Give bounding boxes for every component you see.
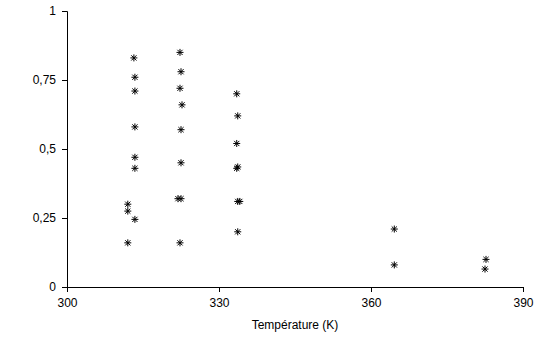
x-tick-label: 300	[57, 296, 77, 310]
points	[124, 49, 489, 273]
point	[131, 216, 138, 223]
point	[482, 266, 489, 273]
y-axis-line	[62, 12, 68, 288]
point	[233, 140, 240, 147]
point	[391, 261, 398, 268]
y-tick-mark	[62, 287, 67, 288]
point	[176, 85, 183, 92]
point	[131, 165, 138, 172]
point	[178, 159, 185, 166]
point	[124, 201, 131, 208]
y-tick-label: 0,75	[33, 73, 57, 87]
x-tick: 330	[209, 287, 229, 310]
point	[178, 68, 185, 75]
x-tick: 300	[57, 287, 77, 310]
x-tick-mark	[523, 287, 524, 292]
point	[131, 154, 138, 161]
y-tick-label: 1	[49, 4, 56, 18]
chart: 300 330 360 390 0 0,25 0,5 0,75 1 Température (K)	[0, 0, 547, 359]
x-tick-label: 390	[513, 296, 533, 310]
y-tick-label: 0	[49, 280, 56, 294]
point	[176, 49, 183, 56]
point	[131, 74, 138, 81]
y-tick-mark	[62, 11, 67, 12]
y-tick-label: 0,25	[33, 211, 57, 225]
point	[236, 198, 243, 205]
point	[234, 112, 241, 119]
point	[131, 123, 138, 130]
point	[178, 195, 185, 202]
point	[483, 256, 490, 263]
y-tick: 1	[49, 4, 67, 18]
point	[124, 239, 131, 246]
x-tick: 390	[513, 287, 533, 310]
x-tick-label: 330	[209, 296, 229, 310]
x-tick: 360	[361, 287, 381, 310]
point	[130, 54, 137, 61]
y-tick: 0,75	[33, 73, 67, 87]
x-axis-title: Température (K)	[252, 318, 339, 332]
point	[233, 165, 240, 172]
y-tick-mark	[62, 218, 67, 219]
x-axis: 300 330 360 390	[57, 287, 533, 310]
point	[234, 228, 241, 235]
y-tick: 0,5	[39, 142, 67, 156]
point	[178, 126, 185, 133]
x-tick-mark	[371, 287, 372, 292]
point	[391, 226, 398, 233]
point	[233, 90, 240, 97]
point	[124, 208, 131, 215]
y-tick: 0,25	[33, 211, 67, 225]
y-tick-mark	[62, 149, 67, 150]
x-axis-line	[68, 288, 524, 293]
x-tick-label: 360	[361, 296, 381, 310]
point	[131, 88, 138, 95]
point	[176, 239, 183, 246]
x-tick-mark	[219, 287, 220, 292]
point	[179, 101, 186, 108]
y-tick-label: 0,5	[39, 142, 56, 156]
y-tick-mark	[62, 80, 67, 81]
y-axis: 0 0,25 0,5 0,75 1	[33, 4, 68, 294]
y-tick: 0	[49, 280, 67, 294]
